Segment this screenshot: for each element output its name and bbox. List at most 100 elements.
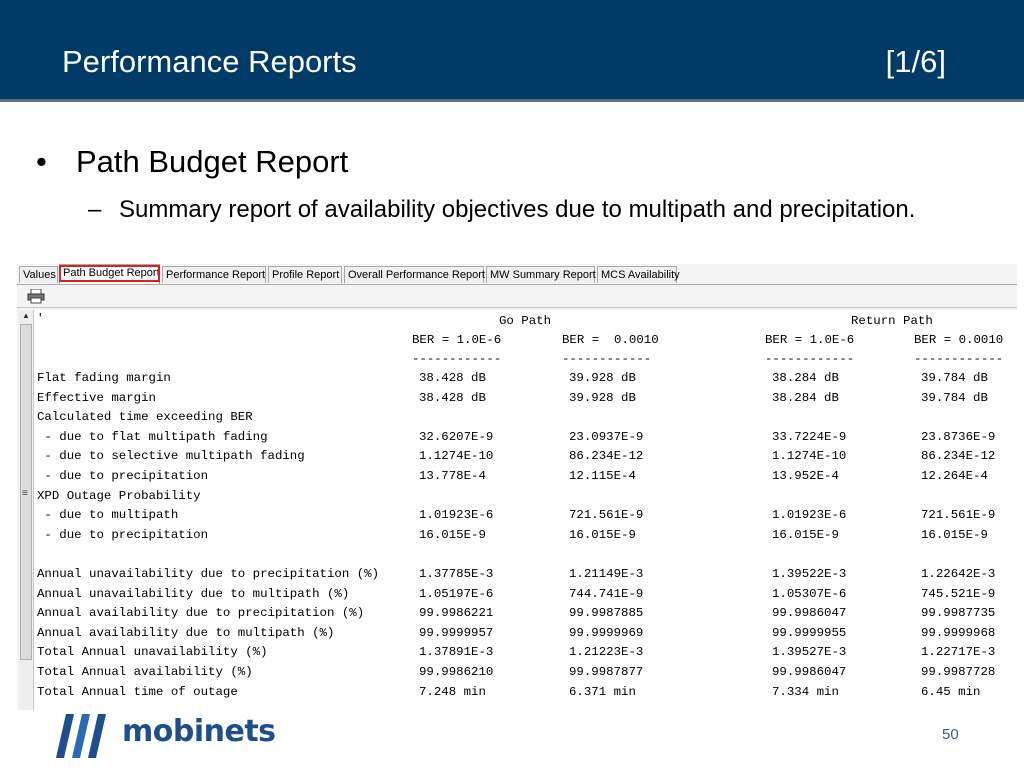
report-quote-mark: ' xyxy=(37,313,44,325)
report-row-value: 33.7224E-9 xyxy=(772,430,847,444)
report-row-value: 1.1274E-10 xyxy=(772,449,847,463)
report-row-label: XPD Outage Probability xyxy=(37,489,201,503)
report-row-value: 99.9999969 xyxy=(569,626,644,640)
report-row-value: 23.8736E-9 xyxy=(921,430,996,444)
report-row-value: 6.371 min xyxy=(569,685,636,699)
sub-bullet-text: Summary report of availability objective… xyxy=(119,196,916,223)
report-row-value: 99.9986047 xyxy=(772,606,847,620)
report-row-value: 38.428 dB xyxy=(419,371,486,385)
tab-mcs-availability[interactable]: MCS Availability xyxy=(597,266,680,283)
report-row-value: 23.0937E-9 xyxy=(569,430,644,444)
tab-values[interactable]: Values xyxy=(19,266,58,283)
report-row-value: 99.9986210 xyxy=(419,665,494,679)
report-row-value: 13.952E-4 xyxy=(772,469,839,483)
report-row-value: 39.928 dB xyxy=(569,371,636,385)
report-row-value: 721.561E-9 xyxy=(569,508,644,522)
report-row-label: - due to multipath xyxy=(37,508,179,522)
bullet-text: Path Budget Report xyxy=(76,144,349,179)
report-row-value: 744.741E-9 xyxy=(569,587,644,601)
report-toolbar xyxy=(17,285,1017,308)
report-row-label: Total Annual unavailability (%) xyxy=(37,645,268,659)
report-row-value: 39.784 dB xyxy=(921,371,988,385)
report-row-value: 16.015E-9 xyxy=(772,528,839,542)
column-separator: ------------ xyxy=(765,352,855,366)
report-row-label: Total Annual availability (%) xyxy=(37,665,253,679)
tab-bar: Values Path Budget Report Performance Re… xyxy=(17,264,1017,285)
report-row-value: 1.22717E-3 xyxy=(921,645,996,659)
slide-counter: [1/6] xyxy=(885,44,946,79)
report-row-value: 1.05197E-6 xyxy=(419,587,494,601)
report-row-value: 6.45 min xyxy=(921,685,981,699)
report-row-value: 39.928 dB xyxy=(569,391,636,405)
report-row-label: Annual unavailability due to precipitati… xyxy=(37,567,380,581)
report-row-label: Total Annual time of outage xyxy=(37,685,238,699)
column-header: BER = 0.0010 xyxy=(914,333,1004,347)
report-row-value: 12.264E-4 xyxy=(921,469,988,483)
report-row-value: 99.9999955 xyxy=(772,626,847,640)
report-row-value: 7.248 min xyxy=(419,685,486,699)
report-row-label: Annual availability due to multipath (%) xyxy=(37,626,335,640)
report-row-value: 1.05307E-6 xyxy=(772,587,847,601)
go-path-heading: Go Path xyxy=(499,314,552,328)
company-logo: mobinets xyxy=(52,708,276,762)
report-row-value: 99.9987735 xyxy=(921,606,996,620)
page-number: 50 xyxy=(942,726,959,743)
return-path-heading: Return Path xyxy=(851,314,933,328)
report-row-label: - due to selective multipath fading xyxy=(37,449,305,463)
report-row-value: 16.015E-9 xyxy=(419,528,486,542)
report-row-value: 38.284 dB xyxy=(772,391,839,405)
report-row-value: 86.234E-12 xyxy=(921,449,996,463)
scroll-thumb[interactable] xyxy=(20,324,32,660)
report-row-value: 99.9999968 xyxy=(921,626,996,640)
column-separator: ------------ xyxy=(562,352,652,366)
report-row-value: 39.784 dB xyxy=(921,391,988,405)
report-row-label: - due to precipitation xyxy=(37,469,209,483)
report-row-value: 99.9986221 xyxy=(419,606,494,620)
report-row-label: Calculated time exceeding BER xyxy=(37,410,253,424)
report-row-value: 99.9999957 xyxy=(419,626,494,640)
bullet-marker: • xyxy=(36,144,47,179)
slide-header: Performance Reports [1/6] xyxy=(0,0,1024,102)
report-window: Values Path Budget Report Performance Re… xyxy=(17,264,1017,710)
tab-performance-report[interactable]: Performance Report xyxy=(162,266,266,283)
report-row-value: 86.234E-12 xyxy=(569,449,644,463)
report-row-label: Effective margin xyxy=(37,391,156,405)
tab-profile-report[interactable]: Profile Report xyxy=(268,266,342,283)
column-separator: ------------ xyxy=(914,352,1004,366)
report-row-label: Annual availability due to precipitation… xyxy=(37,606,365,620)
report-row-value: 32.6207E-9 xyxy=(419,430,494,444)
report-row-value: 16.015E-9 xyxy=(569,528,636,542)
report-row-value: 1.01923E-6 xyxy=(772,508,847,522)
tab-mw-summary-report[interactable]: MW Summary Report xyxy=(486,266,596,283)
report-row-value: 1.21223E-3 xyxy=(569,645,644,659)
printer-icon[interactable] xyxy=(27,289,45,304)
report-row-value: 1.21149E-3 xyxy=(569,567,644,581)
report-row-value: 1.01923E-6 xyxy=(419,508,494,522)
mobinets-logo-icon xyxy=(56,714,106,758)
report-row-value: 99.9987885 xyxy=(569,606,644,620)
tab-overall-performance-report[interactable]: Overall Performance Report xyxy=(344,266,485,283)
column-header: BER = 0.0010 xyxy=(562,333,659,347)
column-header: BER = 1.0E-6 xyxy=(412,333,502,347)
report-row-label: - due to precipitation xyxy=(37,528,209,542)
report-row-value: 1.37891E-3 xyxy=(419,645,494,659)
splitter-grip-icon[interactable]: ≡ xyxy=(22,488,28,499)
report-text-area: ' Go Path Return Path BER = 1.0E-6 BER =… xyxy=(34,310,1017,710)
report-row-value: 1.39527E-3 xyxy=(772,645,847,659)
slide-title: Performance Reports xyxy=(62,44,357,79)
report-row-value: 13.778E-4 xyxy=(419,469,486,483)
report-row-value: 1.22642E-3 xyxy=(921,567,996,581)
report-row-value: 745.521E-9 xyxy=(921,587,996,601)
report-row-value: 721.561E-9 xyxy=(921,508,996,522)
report-row-value: 38.428 dB xyxy=(419,391,486,405)
tab-path-budget-report[interactable]: Path Budget Report xyxy=(59,264,160,284)
report-row-label: - due to flat multipath fading xyxy=(37,430,268,444)
column-separator: ------------ xyxy=(412,352,502,366)
report-row-value: 7.334 min xyxy=(772,685,839,699)
vertical-scrollbar[interactable]: ▲ ≡ xyxy=(19,310,34,710)
report-row-value: 1.39522E-3 xyxy=(772,567,847,581)
column-header: BER = 1.0E-6 xyxy=(765,333,855,347)
scroll-up-arrow-icon[interactable]: ▲ xyxy=(22,311,30,320)
report-row-value: 1.37785E-3 xyxy=(419,567,494,581)
report-row-value: 99.9987877 xyxy=(569,665,644,679)
